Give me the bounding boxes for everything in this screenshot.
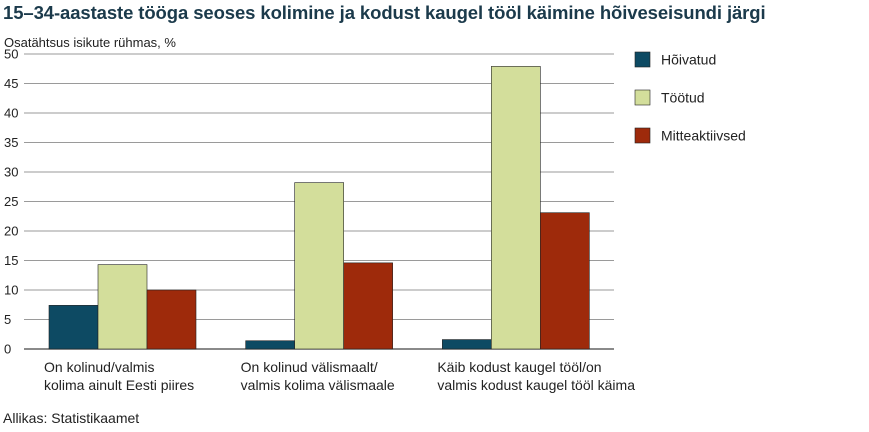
bar: [343, 262, 393, 350]
bar: [540, 212, 590, 350]
y-tick-label: 10: [4, 283, 18, 298]
y-tick-label: 50: [4, 47, 18, 62]
bar: [97, 264, 148, 350]
y-tick-label: 20: [4, 224, 18, 239]
y-tick-label: 30: [4, 165, 18, 180]
chart-title: 15–34-aastaste tööga seoses kolimine ja …: [3, 2, 766, 23]
legend-swatch: [634, 89, 651, 106]
x-tick-label: On kolinud välismaalt/valmis kolima väli…: [241, 359, 395, 393]
legend-label: Hõivatud: [661, 52, 716, 68]
bar: [491, 66, 541, 350]
y-tick-label: 25: [4, 194, 18, 209]
y-axis-label: Osatähtsus isikute rühmas, %: [4, 35, 176, 50]
legend-item: Mitteaktiivsed: [634, 127, 746, 144]
bars: [48, 66, 590, 350]
y-tick-label: 40: [4, 106, 18, 121]
legend-label: Töötud: [661, 90, 705, 106]
legend-item: Töötud: [634, 89, 705, 106]
bar: [442, 339, 492, 350]
x-tick-label: On kolinud/valmis kolima ainult Eesti pii…: [44, 359, 194, 393]
legend-swatch: [634, 127, 651, 144]
y-tick-label: 5: [4, 312, 11, 327]
bar: [294, 182, 344, 350]
bar: [245, 340, 295, 350]
bar: [146, 289, 197, 350]
y-axis-ticks: 0 5 10 15 20 25 30 35 40 45 50: [4, 47, 18, 357]
source-note: Allikas: Statistikaamet: [3, 410, 140, 426]
x-tick-label: Käib kodust kaugel tööl/on valmis kodust …: [437, 359, 635, 393]
legend-label: Mitteaktiivsed: [661, 128, 746, 144]
y-tick-label: 0: [4, 342, 11, 357]
bar: [48, 305, 99, 350]
legend-item: Hõivatud: [634, 51, 716, 68]
legend-swatch: [634, 51, 651, 68]
y-tick-label: 15: [4, 253, 18, 268]
y-tick-label: 35: [4, 135, 18, 150]
y-tick-label: 45: [4, 76, 18, 91]
x-axis-labels: On kolinud/valmis kolima ainult Eesti pii…: [44, 359, 635, 393]
legend: Hõivatud Töötud Mitteaktiivsed: [634, 51, 746, 144]
